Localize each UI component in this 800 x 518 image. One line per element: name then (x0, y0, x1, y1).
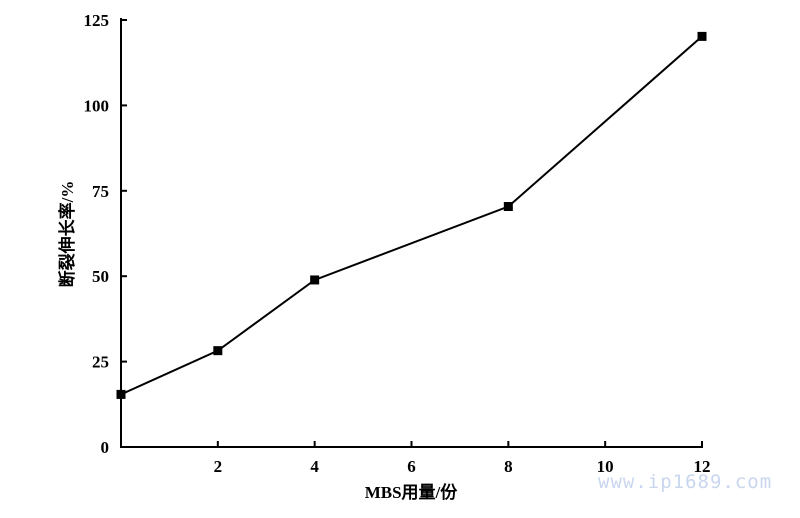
series-line (120, 35, 703, 396)
y-tick-label: 125 (84, 11, 110, 30)
data-point-marker (310, 275, 320, 285)
x-axis-label: MBS用量/份 (365, 482, 459, 502)
data-point-marker (697, 31, 707, 41)
y-tick-label: 25 (92, 353, 109, 372)
y-tick-label: 50 (92, 267, 109, 286)
data-point-marker (116, 389, 126, 399)
x-tick-label: 12 (694, 457, 711, 476)
y-axis-label: 断裂伸长率/% (57, 181, 77, 288)
y-tick-label: 100 (84, 96, 110, 115)
x-tick-label: 6 (407, 457, 416, 476)
x-tick-label: 10 (597, 457, 614, 476)
y-tick-label: 75 (92, 182, 109, 201)
y-tick-label: 0 (101, 438, 110, 457)
x-tick-label: 8 (504, 457, 513, 476)
watermark: www.ip1689.com (598, 471, 772, 493)
data-point-marker (213, 346, 223, 356)
x-tick-label: 4 (310, 457, 319, 476)
x-tick-label: 2 (214, 457, 223, 476)
data-point-marker (503, 202, 513, 212)
